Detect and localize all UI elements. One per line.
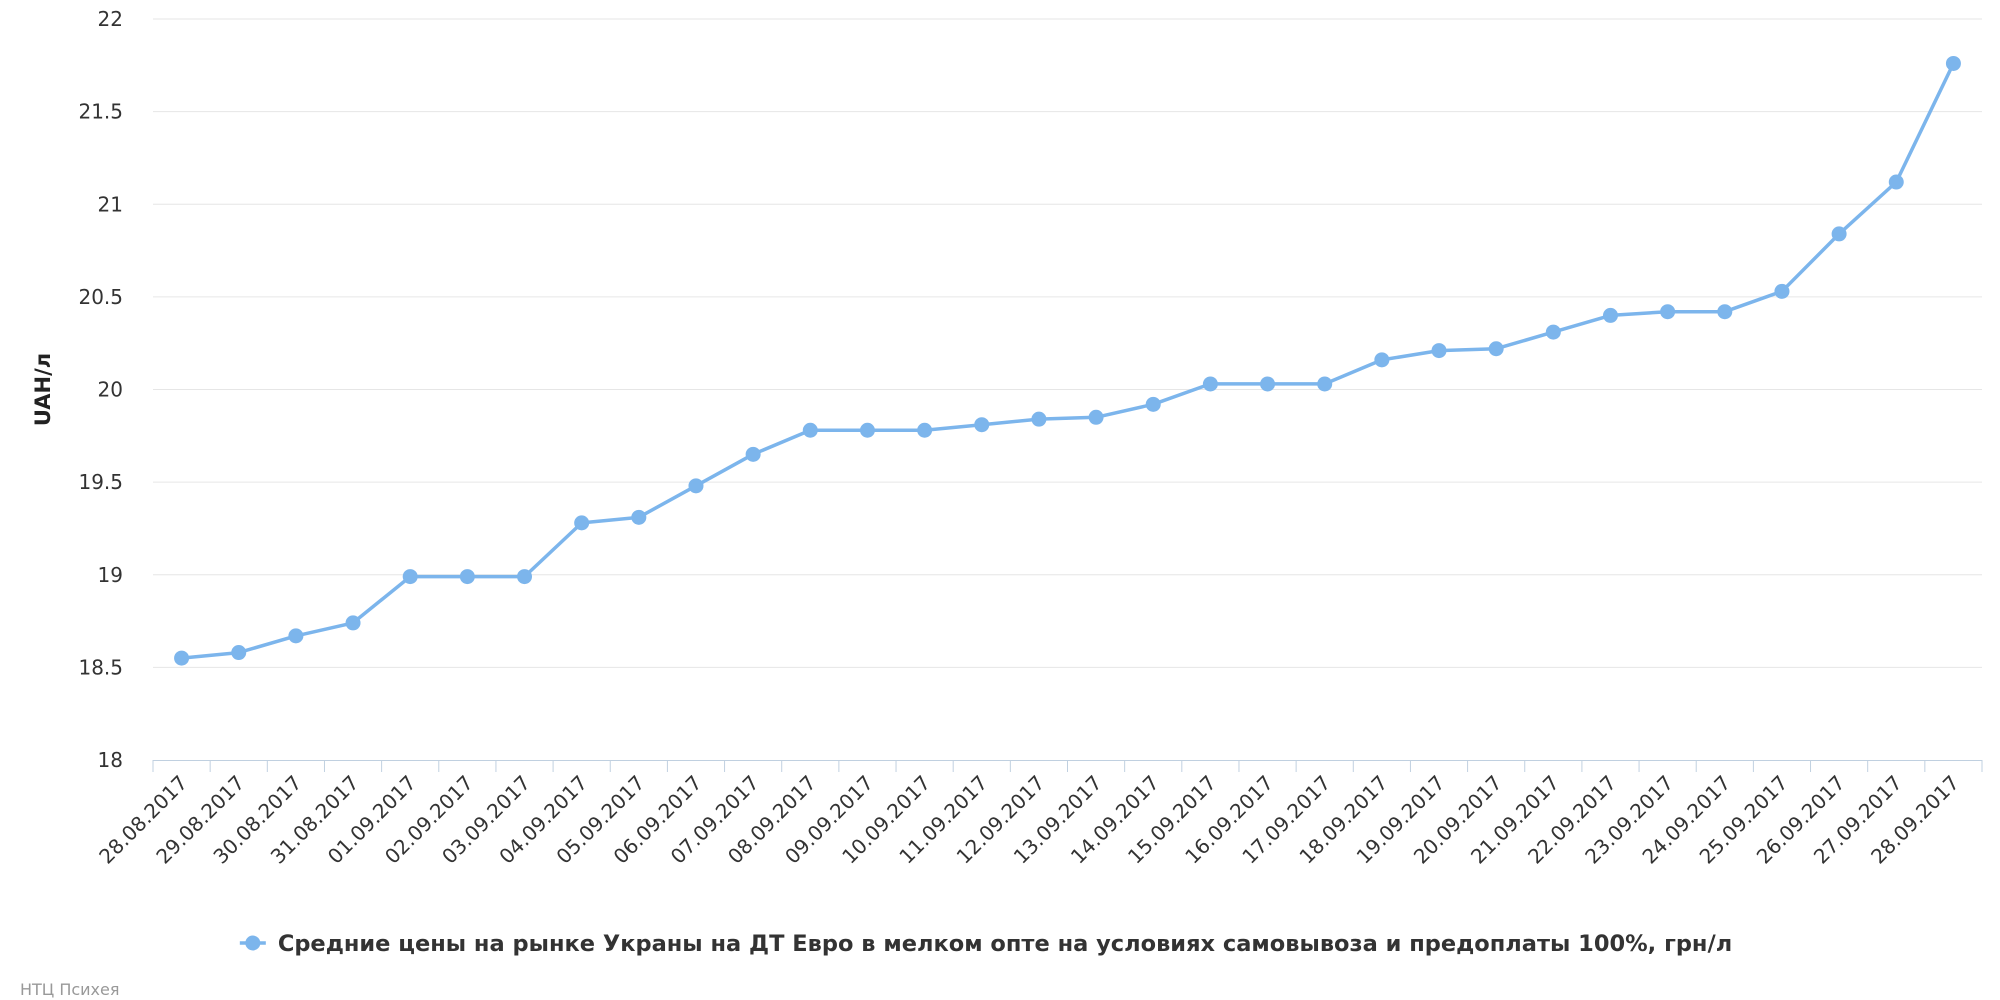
grid-lines (153, 18, 1982, 668)
y-tick-label: 19 (98, 563, 123, 587)
y-tick-label: 21.5 (78, 100, 123, 124)
data-point[interactable] (174, 650, 190, 666)
data-point[interactable] (402, 569, 418, 585)
data-point[interactable] (1717, 304, 1733, 320)
data-point[interactable] (1660, 304, 1676, 320)
data-point[interactable] (859, 422, 875, 438)
data-point[interactable] (231, 645, 247, 661)
y-tick-label: 18.5 (78, 655, 123, 679)
data-point[interactable] (345, 615, 361, 631)
data-point[interactable] (1202, 376, 1218, 392)
data-point[interactable] (459, 569, 475, 585)
series-points (174, 55, 1961, 666)
data-point[interactable] (1945, 55, 1961, 71)
data-point[interactable] (1031, 411, 1047, 427)
legend[interactable]: Средние цены на рынке Украны на ДТ Евро … (239, 931, 1732, 957)
y-tick-label: 22 (98, 7, 123, 31)
data-point[interactable] (1374, 352, 1390, 368)
data-point[interactable] (1088, 409, 1104, 425)
data-point[interactable] (745, 446, 761, 462)
data-point[interactable] (688, 478, 704, 494)
y-tick-label: 20 (98, 378, 123, 402)
data-point[interactable] (917, 422, 933, 438)
data-point[interactable] (802, 422, 818, 438)
data-point[interactable] (974, 417, 990, 433)
data-point[interactable] (574, 515, 590, 531)
y-axis-label: UAH/л (31, 353, 55, 426)
x-axis-ticks: 28.08.201729.08.201730.08.201731.08.2017… (94, 760, 1983, 869)
data-point[interactable] (1488, 341, 1504, 357)
chart-credit[interactable]: НТЦ Психея (20, 980, 119, 999)
data-point[interactable] (1545, 324, 1561, 340)
data-point[interactable] (517, 569, 533, 585)
data-point[interactable] (1602, 307, 1618, 323)
legend-marker-symbol (245, 935, 261, 951)
data-point[interactable] (1888, 174, 1904, 190)
data-point[interactable] (1831, 226, 1847, 242)
data-point[interactable] (1774, 283, 1790, 299)
data-point[interactable] (1431, 343, 1447, 359)
data-point[interactable] (1317, 376, 1333, 392)
y-axis-ticks: 18 18.5 19 19.5 20 20.5 21 21.5 22 (78, 7, 123, 772)
data-point[interactable] (631, 509, 647, 525)
data-point[interactable] (288, 628, 304, 644)
y-tick-label: 18 (98, 748, 123, 772)
data-point[interactable] (1260, 376, 1276, 392)
legend-item-label[interactable]: Средние цены на рынке Украны на ДТ Евро … (278, 931, 1732, 957)
data-point[interactable] (1145, 396, 1161, 412)
series-line (179, 61, 1956, 660)
y-tick-label: 21 (98, 192, 123, 216)
y-tick-label: 20.5 (78, 285, 123, 309)
y-tick-label: 19.5 (78, 470, 123, 494)
